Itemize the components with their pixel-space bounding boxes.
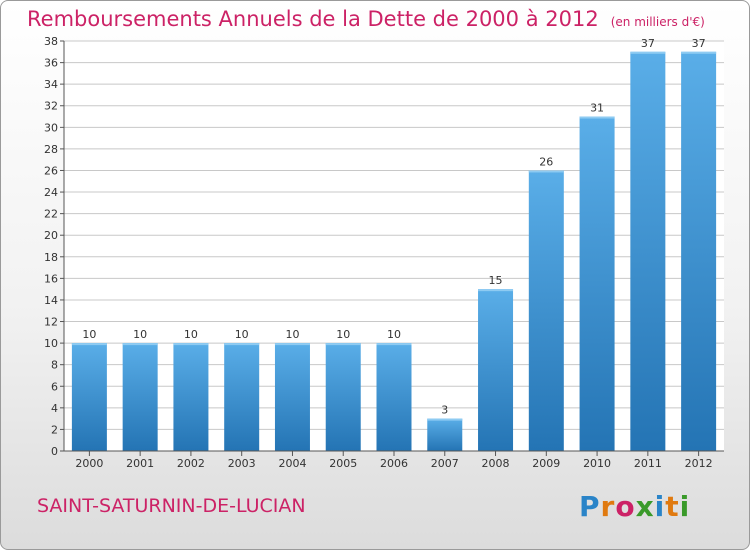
y-tick-label: 6 [51,380,58,393]
y-tick-label: 38 [44,35,58,48]
bar-highlight-2008 [478,289,514,292]
bar-2000 [71,343,107,451]
proxiti-logo: Proxiti [579,490,690,523]
data-label-2002: 10 [184,328,198,341]
bar-2009 [528,170,564,451]
y-tick-label: 26 [44,164,58,177]
data-label-2000: 10 [82,328,96,341]
bar-highlight-2001 [122,343,158,346]
data-label-2010: 31 [590,102,604,115]
bars [71,51,717,452]
data-label-2006: 10 [387,328,401,341]
x-tick-label-2003: 2003 [228,457,256,470]
data-label-2005: 10 [336,328,350,341]
bar-highlight-2007 [427,418,463,421]
x-axis: 2000 2001 2002 2003 2004 2005 2006 2007 2008 2009… [64,450,724,470]
data-labels: 10 10 10 10 10 10 10 3 15 26 31 37 37 [82,37,705,417]
bar-highlight-2006 [376,343,412,346]
y-tick-label: 20 [44,229,58,242]
bar-highlight-2011 [630,51,666,54]
bar-2008 [478,289,514,451]
y-tick-label: 22 [44,208,58,221]
x-tick-label-2006: 2006 [380,457,408,470]
y-tick-label: 32 [44,100,58,113]
y-tick-label: 0 [51,445,58,458]
bar-2004 [274,343,310,451]
chart-title: Remboursements Annuels de la Dette de 20… [27,7,705,31]
bar-2005 [325,343,361,451]
logo-letter: i [654,490,666,523]
title-text: Remboursements Annuels de la Dette de 20… [27,7,599,31]
data-label-2007: 3 [441,404,448,417]
bar-highlight-2012 [681,51,717,54]
bar-highlight-2005 [325,343,361,346]
x-tick-label-2010: 2010 [583,457,611,470]
bar-highlight-2004 [274,343,310,346]
data-label-2004: 10 [285,328,299,341]
data-label-2012: 37 [692,37,706,50]
bar-highlight-2002 [173,343,209,346]
x-tick-label-2000: 2000 [75,457,103,470]
y-tick-label: 28 [44,143,58,156]
logo-letter: r [600,490,616,523]
x-tick-label-2012: 2012 [685,457,713,470]
bar-highlight-2010 [579,116,615,119]
y-tick-label: 30 [44,121,58,134]
data-label-2001: 10 [133,328,147,341]
data-label-2003: 10 [235,328,249,341]
y-tick-label: 36 [44,57,58,70]
logo-letter: x [635,490,655,523]
logo-letter: o [615,490,636,523]
x-tick-label-2007: 2007 [431,457,459,470]
data-label-2011: 37 [641,37,655,50]
x-tick-label-2011: 2011 [634,457,662,470]
bar-2006 [376,343,412,451]
y-tick-label: 10 [44,337,58,350]
logo-letter: i [679,490,691,523]
x-tick-label-2009: 2009 [532,457,560,470]
x-tick-label-2004: 2004 [278,457,306,470]
y-tick-label: 24 [44,186,58,199]
bar-2007 [427,418,463,451]
bar-2010 [579,116,615,452]
bar-highlight-2009 [528,170,564,173]
y-tick-label: 34 [44,78,58,91]
x-tick-label-2005: 2005 [329,457,357,470]
x-tick-label-2001: 2001 [126,457,154,470]
y-tick-label: 18 [44,251,58,264]
y-tick-label: 2 [51,423,58,436]
bar-2012 [681,51,717,451]
x-tick-label-2002: 2002 [177,457,205,470]
bar-2001 [122,343,158,451]
y-tick-label: 14 [44,294,58,307]
title-unit: (en milliers d'€) [610,15,705,29]
y-tick-label: 12 [44,316,58,329]
bar-2003 [224,343,260,451]
x-tick-label-2008: 2008 [482,457,510,470]
y-tick-label: 8 [51,359,58,372]
data-label-2008: 15 [489,274,503,287]
commune-name: SAINT-SATURNIN-DE-LUCIAN [37,495,306,517]
logo-letter: t [665,490,680,523]
bar-2002 [173,343,209,451]
bar-2011 [630,51,666,451]
bar-highlight-2003 [224,343,260,346]
bar-highlight-2000 [71,343,107,346]
logo-letter: P [579,490,601,523]
y-tick-label: 16 [44,272,58,285]
y-tick-label: 4 [51,402,58,415]
data-label-2009: 26 [539,155,553,168]
